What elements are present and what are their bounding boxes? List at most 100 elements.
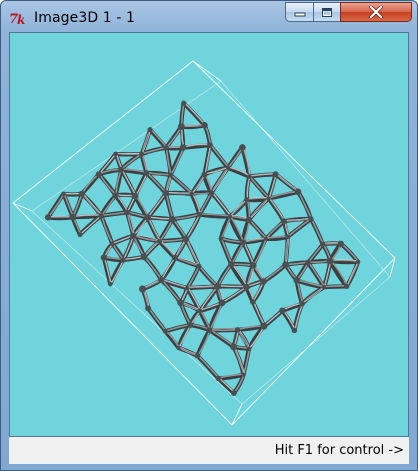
foam-node xyxy=(206,327,213,334)
foam-node xyxy=(249,262,257,269)
foam-node xyxy=(44,214,52,221)
imagej-3d-icon: 7 k xyxy=(9,12,25,26)
foam-strut xyxy=(216,376,236,396)
foam-node xyxy=(201,171,208,178)
foam-strut xyxy=(159,240,177,259)
foam-node xyxy=(168,172,174,178)
foam-strut xyxy=(181,101,207,128)
foam-node xyxy=(280,218,287,225)
foam-strut xyxy=(163,329,181,350)
foam-node xyxy=(156,238,162,244)
foam-node xyxy=(208,190,215,196)
status-bar: Hit F1 for control -> xyxy=(9,437,409,464)
foam-node xyxy=(118,166,125,173)
foam-strut xyxy=(184,101,206,125)
foam-strut xyxy=(113,193,130,215)
foam-node xyxy=(355,259,361,264)
foam-node xyxy=(95,171,102,178)
foam-strut xyxy=(199,191,213,215)
foam-strut xyxy=(229,198,249,217)
foam-node xyxy=(187,322,194,328)
foam-node xyxy=(176,345,181,350)
minimize-button[interactable] xyxy=(285,2,314,22)
foam-node xyxy=(231,390,237,396)
title-bar[interactable]: 7 k Image3D 1 - 1 xyxy=(1,1,417,33)
foam-strut xyxy=(217,263,233,287)
foam-node xyxy=(207,142,213,148)
foam-node xyxy=(291,327,298,334)
foam-strut xyxy=(266,196,286,224)
foam-node xyxy=(279,307,286,314)
foam-node xyxy=(260,278,267,285)
close-icon xyxy=(369,6,383,18)
foam-node xyxy=(244,197,250,203)
foam-node xyxy=(139,151,145,157)
foam-strut xyxy=(269,197,286,221)
foam-node xyxy=(130,232,137,240)
foam-strut xyxy=(189,191,202,217)
foam-node xyxy=(218,236,224,241)
foam-strut xyxy=(231,263,248,288)
foam-node xyxy=(179,144,187,151)
foam-node xyxy=(227,214,233,219)
foam-strut xyxy=(323,285,348,288)
foam-strut xyxy=(143,255,163,281)
foam-node xyxy=(343,283,350,290)
foam-strut xyxy=(232,263,248,287)
foam-strut xyxy=(229,215,245,243)
foam-node xyxy=(177,123,185,131)
foam-node xyxy=(272,171,279,178)
foam-network xyxy=(44,100,361,396)
foam-strut xyxy=(297,190,313,220)
window-title: Image3D 1 - 1 xyxy=(34,10,136,26)
status-hint: Hit F1 for control -> xyxy=(274,443,404,458)
close-button[interactable] xyxy=(340,2,412,22)
foam-node xyxy=(120,257,126,263)
foam-node xyxy=(293,277,300,284)
foam-strut xyxy=(249,175,270,199)
foam-strut xyxy=(209,190,232,219)
foam-strut xyxy=(170,146,185,176)
foam-node xyxy=(145,305,152,312)
foam-strut xyxy=(170,173,193,195)
foam-node xyxy=(214,283,221,290)
foam-node xyxy=(299,300,305,307)
foam-volume-rendering[interactable] xyxy=(10,33,408,436)
foam-node xyxy=(69,213,77,221)
foam-node xyxy=(112,192,119,199)
minimize-icon xyxy=(294,12,305,17)
foam-node xyxy=(98,213,104,219)
foam-node xyxy=(140,253,148,261)
foam-node xyxy=(321,285,327,290)
foam-node xyxy=(197,308,203,314)
foam-strut xyxy=(148,127,169,150)
foam-node xyxy=(181,100,187,106)
foam-node xyxy=(246,174,252,180)
maximize-icon xyxy=(322,7,332,17)
foam-node xyxy=(294,188,302,196)
foam-node xyxy=(266,196,271,201)
foam-strut xyxy=(310,217,324,245)
foam-strut xyxy=(265,220,286,239)
foam-node xyxy=(235,327,241,333)
foam-node xyxy=(337,240,344,247)
foam-node xyxy=(163,328,168,334)
foam-node xyxy=(132,192,139,200)
foam-strut xyxy=(165,330,180,349)
foam-node xyxy=(162,190,169,197)
foam-node xyxy=(250,299,256,305)
foam-node xyxy=(143,170,150,177)
foam-node xyxy=(320,241,326,247)
svg-text:k: k xyxy=(17,13,25,26)
foam-strut xyxy=(280,308,297,333)
foam-node xyxy=(241,372,246,377)
foam-node xyxy=(218,299,226,307)
foam-node xyxy=(246,346,252,352)
foam-node xyxy=(163,145,169,151)
foam-node xyxy=(139,285,146,293)
maximize-button[interactable] xyxy=(313,2,341,22)
foam-strut xyxy=(63,192,74,218)
foam-node xyxy=(61,191,66,196)
3d-viewer-canvas[interactable] xyxy=(9,32,409,437)
